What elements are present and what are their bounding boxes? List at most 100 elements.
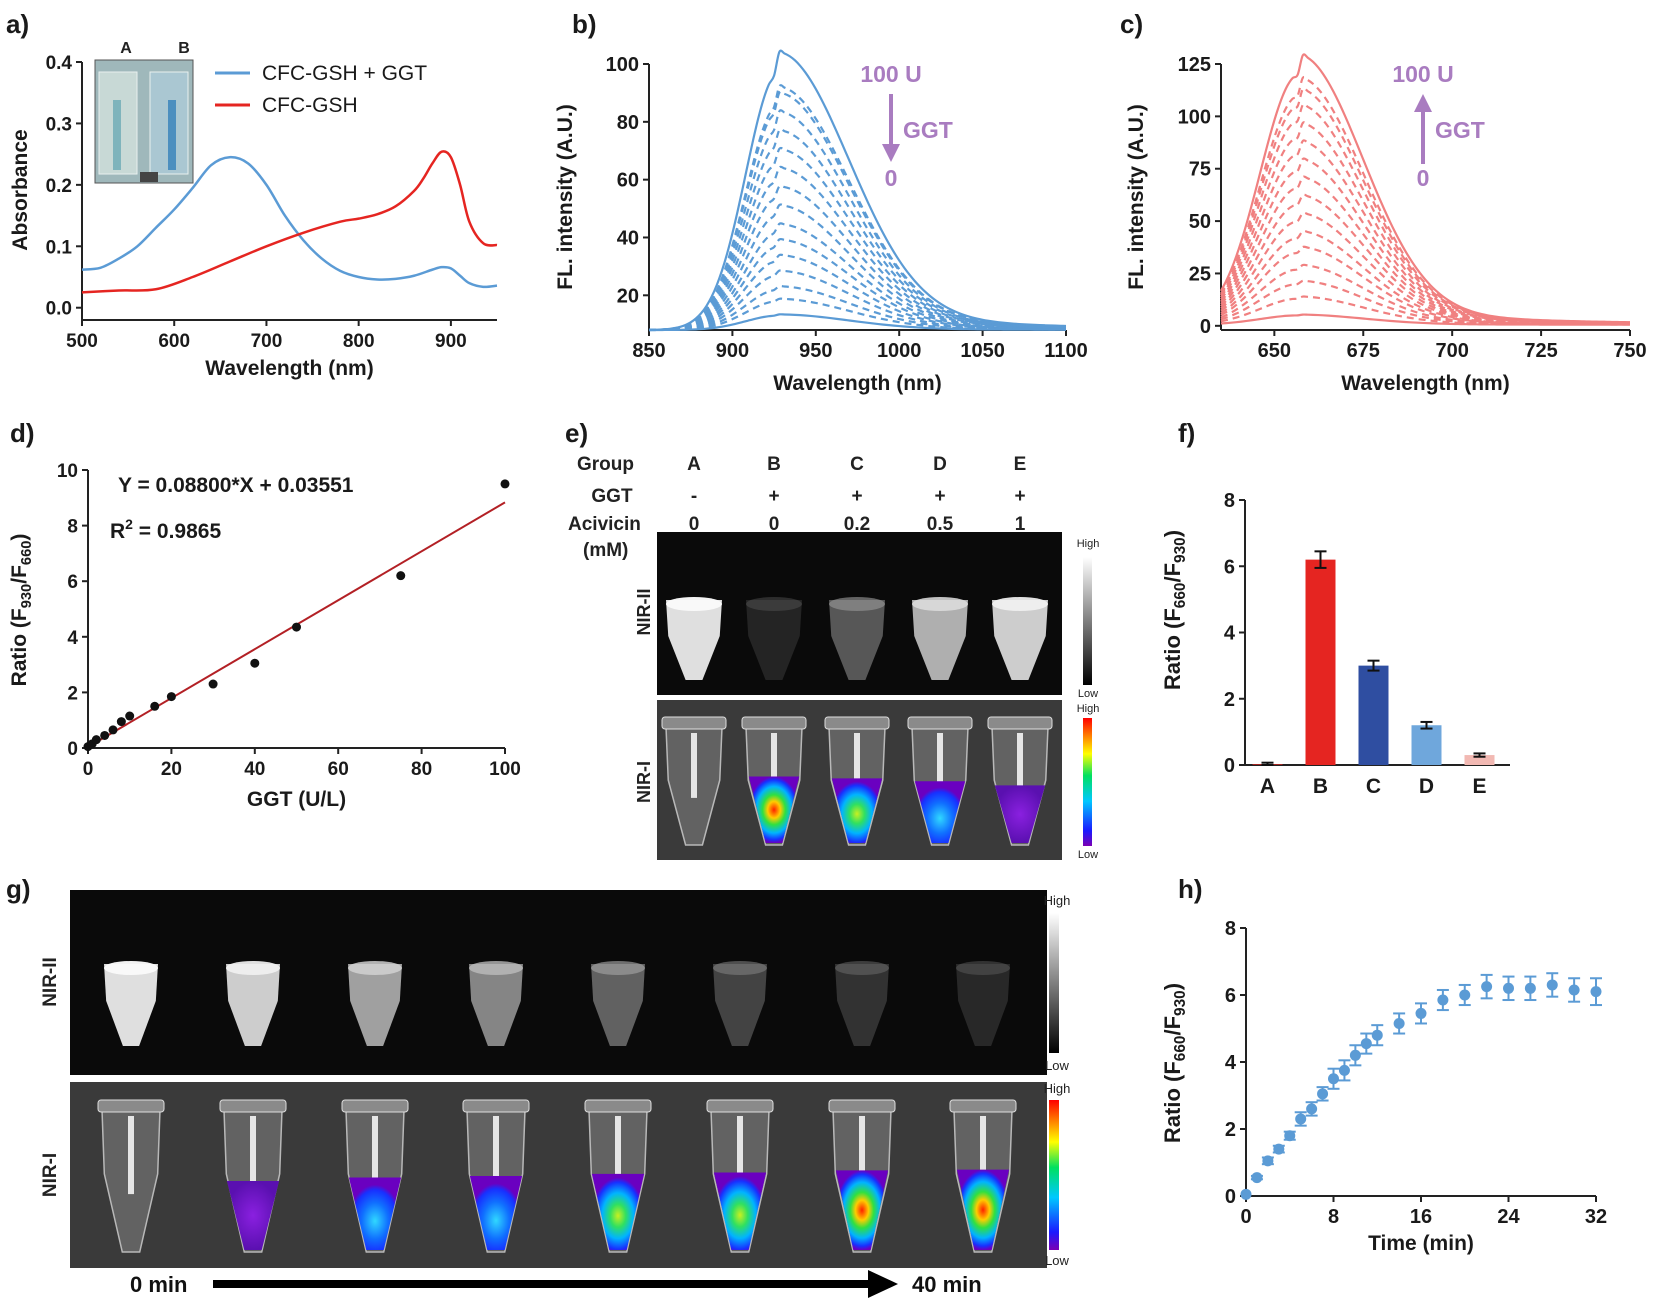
data-point [1546, 979, 1558, 991]
e-group-C: C [850, 454, 864, 475]
tube [829, 597, 885, 680]
tube [706, 1099, 774, 1253]
spectrum-line-15 [648, 313, 1067, 332]
data-point [1503, 982, 1514, 994]
data-point [500, 479, 510, 489]
y-tick-label: 8 [1225, 918, 1236, 940]
spectrum-line-3 [648, 109, 1067, 331]
x-tick-label: 1100 [1044, 340, 1087, 362]
data-point [125, 711, 135, 721]
category-label: C [1366, 775, 1381, 798]
tube [591, 961, 645, 1046]
x-tick-label: 900 [716, 340, 749, 362]
y-tick-label: 0.4 [46, 53, 73, 74]
g-time-arrow-head [868, 1270, 898, 1298]
x-tick-label: 675 [1347, 340, 1380, 362]
x-tick-label: 32 [1585, 1206, 1607, 1228]
x-tick-label: 16 [1410, 1206, 1432, 1228]
bar-D [1411, 725, 1442, 765]
g-nir1-low: Low [1045, 1253, 1069, 1268]
y-tick-label: 0.2 [46, 176, 72, 197]
y-tick-label: 125 [1178, 54, 1211, 76]
legend-label: CFC-GSH [262, 94, 358, 117]
x-tick-label: 750 [1613, 340, 1646, 362]
spectrum-line-14 [1220, 295, 1631, 326]
data-point [1251, 1172, 1263, 1184]
bar-E [1464, 755, 1495, 765]
tube [97, 1099, 165, 1253]
g-nir1-label: NIR-I [40, 1153, 61, 1197]
e-acivicin-value: 0 [769, 514, 780, 535]
y-tick-label: 6 [67, 572, 78, 593]
tube [949, 1099, 1017, 1253]
e-nir1-low: Low [1078, 849, 1098, 861]
panel-label-e: e) [565, 418, 588, 448]
data-point [1306, 1103, 1318, 1115]
y-tick-label: 0 [1225, 1186, 1236, 1208]
panel-label-h: h) [1178, 874, 1203, 904]
g-time-end: 40 min [912, 1272, 982, 1297]
annotation-bottom: 0 [1417, 165, 1430, 191]
x-axis-label: GGT (U/L) [247, 788, 346, 811]
y-axis-label: Ratio (F930/F660) [8, 534, 35, 687]
tube [226, 961, 280, 1046]
category-label: B [1313, 775, 1328, 798]
tube [219, 1099, 287, 1253]
y-tick-label: 0 [1224, 755, 1235, 777]
data-point [91, 735, 101, 745]
data-point [1262, 1155, 1274, 1167]
panel-label-d: d) [10, 418, 35, 448]
x-tick-label: 1000 [877, 340, 922, 362]
annotation-top: 100 U [1392, 61, 1453, 87]
spectrum-line-11 [648, 253, 1067, 332]
r-squared: R2 = 0.9865 [110, 516, 221, 543]
e-nir2-low: Low [1078, 688, 1098, 700]
spectrum-line-15 [1220, 313, 1631, 326]
g-nir2-label: NIR-II [40, 957, 61, 1007]
spectrum-line-5 [1220, 139, 1631, 325]
annotation-bottom: 0 [885, 165, 898, 191]
e-nir1-high: High [1077, 703, 1100, 715]
y-tick-label: 100 [1178, 106, 1211, 128]
data-point [166, 692, 176, 702]
y-axis-label: Ratio (F660/F930) [1160, 530, 1189, 690]
e-group-A: A [687, 454, 701, 475]
x-tick-label: 900 [435, 331, 467, 352]
chart-ratio-bars: 0 2 4 6 8 Ratio (F660/F930) A B C D E [1160, 490, 1510, 798]
spectrum-line-1 [648, 84, 1067, 331]
e-ggt-value: + [851, 486, 862, 507]
tube [907, 716, 973, 846]
data-point [1393, 1017, 1405, 1029]
y-tick-label: 60 [617, 170, 639, 192]
e-nir2-label: NIR-II [634, 589, 654, 636]
e-acivicin-value: 1 [1015, 514, 1026, 535]
e-group-E: E [1014, 454, 1027, 475]
tube [348, 961, 402, 1046]
data-point [1317, 1088, 1329, 1100]
spectrum-line-7 [648, 184, 1067, 332]
x-axis-label: Wavelength (nm) [205, 357, 373, 380]
x-tick-label: 0 [83, 759, 94, 780]
y-tick-label: 20 [617, 285, 639, 307]
x-tick-label: 850 [632, 340, 665, 362]
bar-C [1358, 665, 1389, 765]
data-point [1273, 1143, 1285, 1155]
spectrum-line-9 [1220, 211, 1631, 325]
spectrum-line-2 [648, 90, 1067, 331]
tube [956, 961, 1010, 1046]
e-acivicin-value: 0.5 [927, 514, 954, 535]
panel-e-imaging: Group GGT Acivicin (mM) A - 0 B +0 C +0.2 D +0.5… [568, 454, 1099, 861]
data-point [1437, 994, 1449, 1006]
g-nir2-colorbar [1049, 913, 1059, 1053]
data-point [396, 571, 406, 581]
tube [661, 716, 727, 846]
y-tick-label: 4 [1224, 623, 1236, 645]
data-point [116, 717, 126, 727]
data-point [1481, 981, 1493, 993]
e-ggt-value: + [934, 486, 945, 507]
y-tick-label: 8 [67, 517, 78, 538]
y-tick-label: 40 [617, 227, 639, 249]
spectrum-line-5 [648, 146, 1067, 332]
y-tick-label: 0 [67, 739, 78, 760]
